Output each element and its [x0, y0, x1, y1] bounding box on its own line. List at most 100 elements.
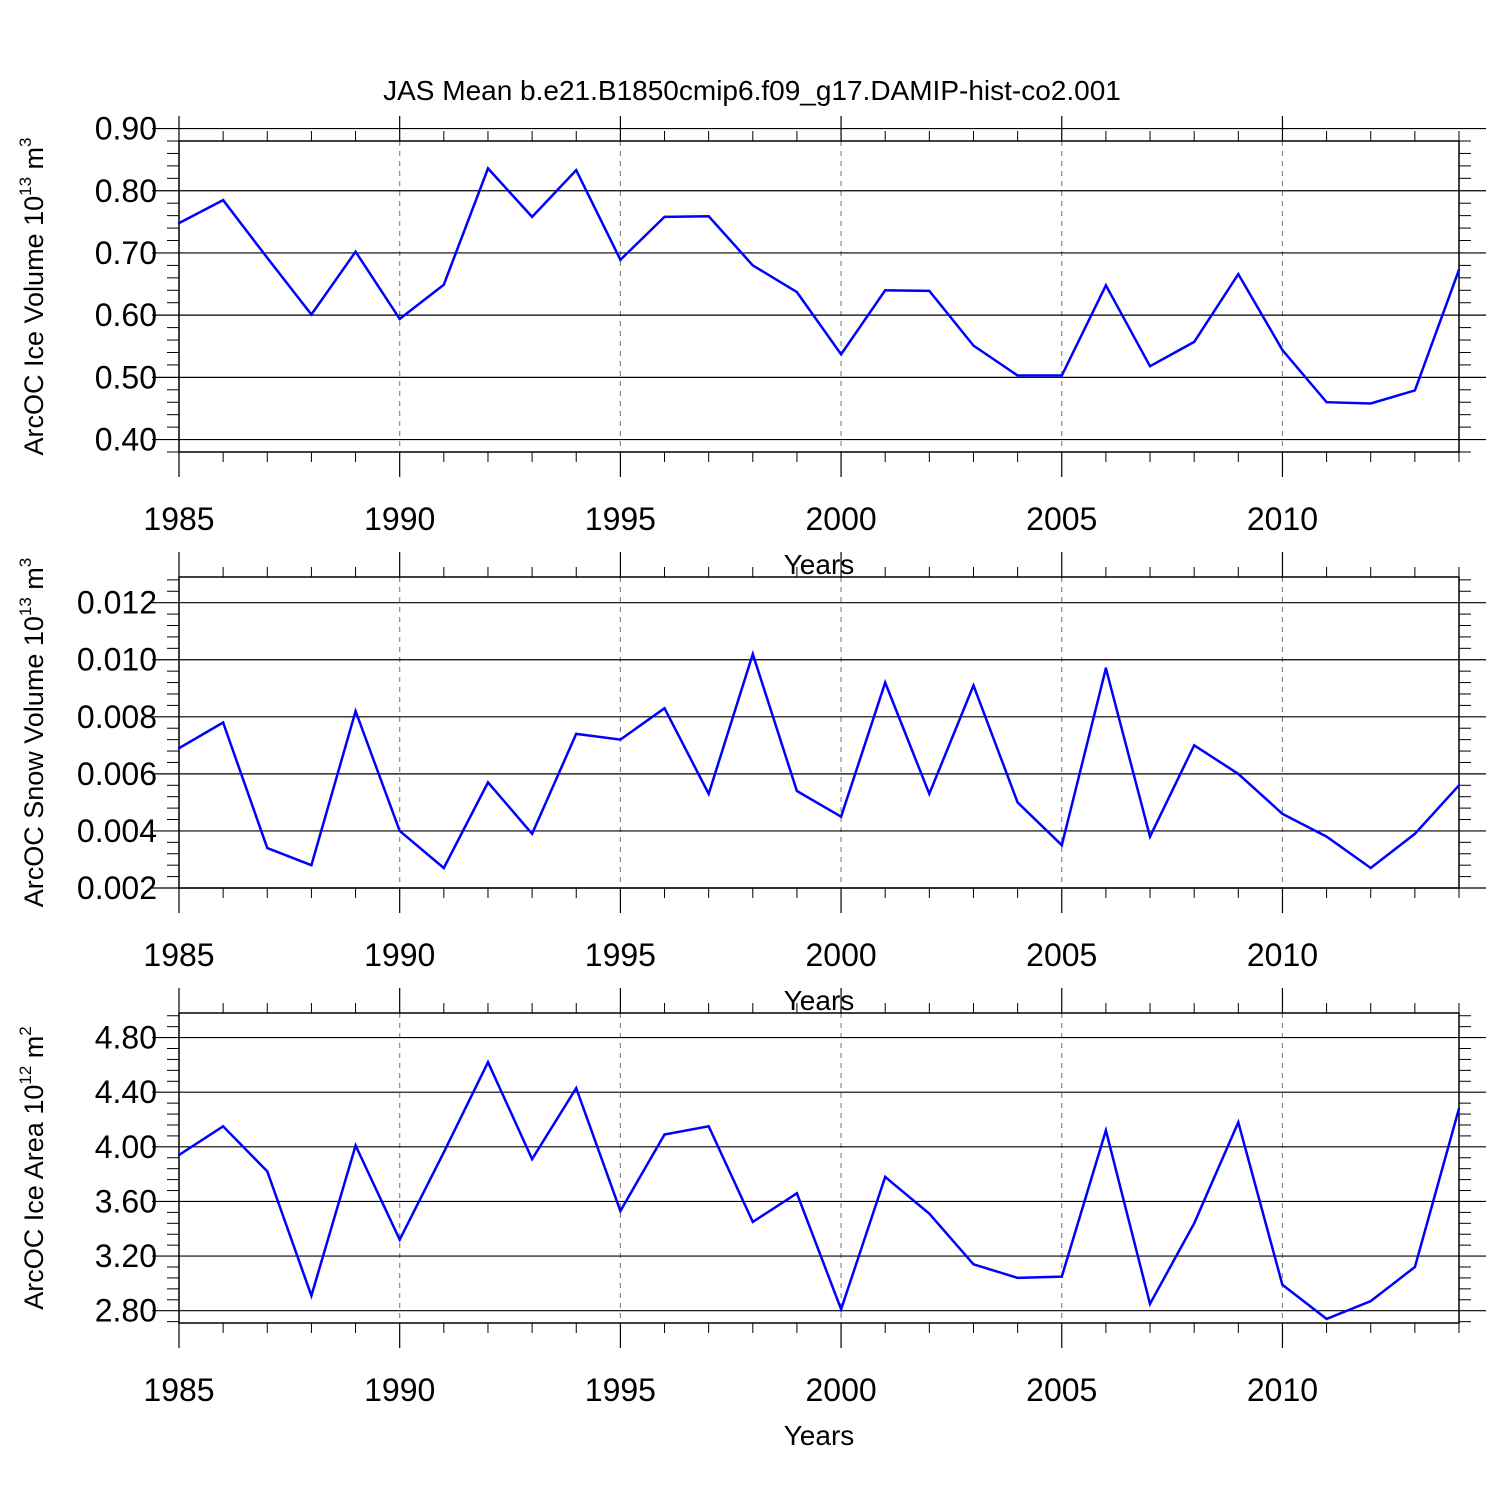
data-point	[663, 707, 666, 710]
data-point	[1237, 772, 1240, 776]
data-point	[1325, 1317, 1328, 1321]
x-tick-label: 2010	[1247, 501, 1318, 537]
data-point	[310, 863, 313, 867]
data-point	[354, 1144, 357, 1147]
x-tick-label: 2005	[1026, 501, 1097, 537]
x-tick-label: 1995	[585, 1372, 656, 1408]
data-point	[221, 1125, 225, 1128]
data-point	[266, 256, 269, 260]
data-point	[530, 1157, 534, 1161]
chart-panel-3: 1985 1990 1995 2000 2005 2010 2.80 3.20 3.60 4.00…	[16, 988, 1486, 1451]
data-point	[310, 1294, 313, 1297]
y-axis-title-main: ArcOC Ice Area 10	[19, 1085, 49, 1310]
series-line	[178, 649, 1460, 870]
data-point	[1369, 866, 1372, 870]
data-point	[707, 792, 710, 796]
y-tick-label: 0.010	[77, 642, 157, 678]
data-point	[707, 1125, 710, 1128]
y-axis-title: ArcOC Snow Volume 1013 m3	[16, 558, 49, 908]
y-axis-title-unit-exp: 2	[16, 1026, 35, 1035]
y-tick-label: 0.70	[95, 235, 157, 271]
data-point	[1237, 1121, 1240, 1124]
data-point	[795, 1192, 799, 1195]
data-point	[1148, 364, 1152, 368]
x-tick-label: 2010	[1247, 937, 1318, 973]
y-tick-label: 0.006	[77, 756, 157, 792]
y-axis-title-exp: 13	[16, 177, 35, 196]
data-point	[1016, 801, 1019, 804]
y-tick-label: 0.80	[95, 173, 157, 209]
data-point	[1148, 835, 1152, 838]
x-axis-title: Years	[784, 1420, 855, 1451]
data-point	[1237, 272, 1240, 276]
data-point	[884, 289, 887, 292]
data-point	[442, 866, 446, 870]
data-point	[1457, 784, 1461, 787]
y-tick-label: 0.004	[77, 813, 157, 849]
data-point	[1369, 402, 1372, 405]
data-point	[486, 781, 490, 784]
y-tick-label: 4.00	[95, 1129, 157, 1165]
data-point	[751, 652, 754, 656]
data-point	[928, 792, 931, 796]
data-point	[1060, 1275, 1063, 1278]
data-point	[839, 815, 843, 818]
y-tick-label: 0.012	[77, 585, 157, 621]
data-point	[1281, 1283, 1284, 1286]
chart-title: JAS Mean b.e21.B1850cmip6.f09_g17.DAMIP-…	[383, 75, 1121, 106]
data-point	[1325, 401, 1328, 404]
data-point	[839, 353, 843, 356]
data-point	[928, 1212, 931, 1215]
data-point	[442, 283, 446, 286]
plot-frame	[178, 1012, 1460, 1324]
y-axis-title-unit-exp: 3	[16, 558, 35, 567]
data-point	[972, 684, 975, 687]
x-tick-label: 2000	[805, 937, 876, 973]
data-point	[1413, 389, 1417, 392]
data-point	[1104, 1129, 1108, 1132]
x-tick-label: 1990	[364, 1372, 435, 1408]
data-point	[1369, 1299, 1372, 1303]
y-axis-title: ArcOC Ice Volume 1013 m3	[16, 137, 49, 455]
y-tick-label: 0.50	[95, 359, 157, 395]
data-point	[619, 1209, 622, 1213]
data-point	[177, 1153, 181, 1157]
series-line	[178, 1059, 1461, 1321]
data-point	[1413, 1265, 1417, 1269]
data-point	[442, 1151, 446, 1154]
y-tick-label: 0.002	[77, 870, 157, 906]
data-point	[575, 169, 578, 172]
data-point	[1281, 812, 1284, 816]
y-axis-title-unit: m	[19, 147, 49, 177]
data-point	[1457, 268, 1461, 271]
chart-panel-2: 1985 1990 1995 2000 2005 2010 0.002 0.004 0.006 0…	[16, 552, 1486, 1016]
y-tick-label: 3.60	[95, 1183, 157, 1219]
data-point	[575, 1086, 578, 1090]
x-tick-label: 2005	[1026, 937, 1097, 973]
data-point	[354, 250, 357, 253]
data-point	[1060, 374, 1063, 377]
data-point	[751, 1220, 754, 1224]
data-point	[795, 290, 799, 294]
x-tick-label: 1990	[364, 937, 435, 973]
y-axis-title-exp: 12	[16, 1066, 35, 1085]
data-point	[177, 746, 181, 750]
y-tick-label: 4.40	[95, 1074, 157, 1110]
data-point	[1413, 832, 1417, 835]
data-point	[795, 789, 799, 793]
data-point	[221, 721, 225, 724]
chart-panel-1: 1985 1990 1995 2000 2005 2010 0.40 0.50 0.60 0.70…	[16, 111, 1486, 580]
data-point	[398, 317, 401, 321]
y-tick-label: 4.80	[95, 1020, 157, 1056]
data-point	[575, 732, 578, 736]
y-tick-label: 0.60	[95, 297, 157, 333]
data-point	[266, 846, 269, 850]
data-point	[619, 738, 622, 741]
data-point	[707, 215, 710, 218]
x-tick-label: 1985	[143, 937, 214, 973]
data-point	[663, 1133, 666, 1136]
data-point	[530, 215, 534, 219]
x-axis-title: Years	[784, 549, 855, 580]
data-point	[928, 289, 931, 293]
